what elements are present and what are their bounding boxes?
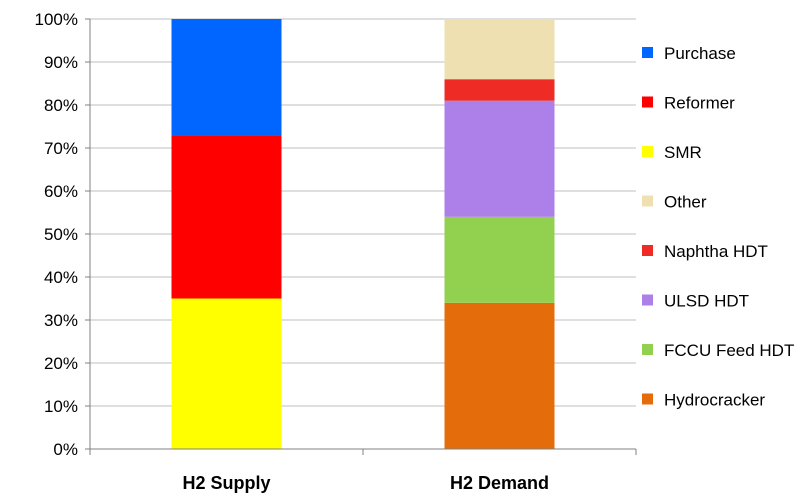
legend-label-other[interactable]: Other [664,193,707,212]
y-tick-label: 50% [44,225,78,244]
legend-swatch-purchase [642,47,653,58]
bar-segment-smr [171,298,282,449]
y-tick-label: 70% [44,139,78,158]
y-tick-label: 80% [44,96,78,115]
legend-label-ulsd-hdt[interactable]: ULSD HDT [664,292,749,311]
x-axis-category-labels: H2 Supply H2 Demand [182,473,549,493]
bar-segment-reformer [171,135,282,299]
legend-swatch-naphtha-hdt [642,245,653,256]
legend-label-smr[interactable]: SMR [664,143,702,162]
legend-swatch-other [642,195,653,207]
axes [85,18,637,455]
bars [171,19,555,449]
legend-label-hydrocracker[interactable]: Hydrocracker [664,391,765,410]
y-tick-label: 30% [44,311,78,330]
bar-segment-hydrocracker [444,302,555,449]
y-tick-label: 60% [44,182,78,201]
bar-segment-naphtha-hdt [444,79,555,101]
bar-segment-purchase [171,19,282,136]
x-category-label: H2 Supply [182,473,270,493]
y-tick-label: 20% [44,354,78,373]
legend-label-reformer[interactable]: Reformer [664,94,735,113]
legend-swatch-smr [642,146,653,157]
y-tick-label: 0% [53,440,78,459]
y-tick-label: 40% [44,268,78,287]
legend-swatch-fccu-feed-hdt [642,344,653,355]
bar-segment-fccu-feed-hdt [444,216,555,303]
legend-label-purchase[interactable]: Purchase [664,44,736,63]
y-tick-label: 90% [44,53,78,72]
x-category-label: H2 Demand [450,473,549,493]
legend-swatch-ulsd-hdt [642,294,653,306]
y-tick-label: 10% [44,397,78,416]
bar-segment-other [444,19,555,80]
y-axis-tick-labels: 0% 10% 20% 30% 40% 50% 60% 70% 80% 90% 100% [35,10,78,459]
legend[interactable]: Purchase Reformer SMR Other Naphtha HDT ULSD … [642,44,794,410]
y-tick-label: 100% [35,10,78,29]
legend-swatch-hydrocracker [642,393,653,405]
legend-label-fccu-feed-hdt[interactable]: FCCU Feed HDT [664,341,794,360]
legend-label-naphtha-hdt[interactable]: Naphtha HDT [664,242,768,261]
legend-swatch-reformer [642,96,653,108]
bar-segment-ulsd-hdt [444,100,555,217]
